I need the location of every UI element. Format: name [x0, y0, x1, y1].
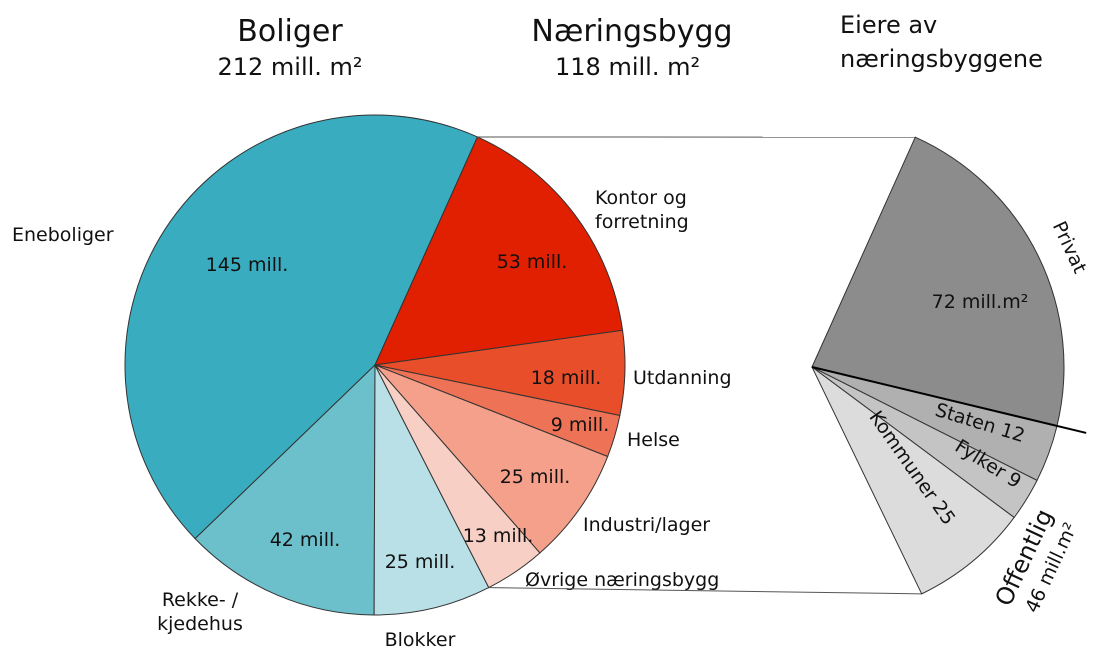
pie-slice [374, 136, 624, 366]
secondary-slice [811, 366, 1015, 595]
secondary-title: Eiere av næringsbyggene [840, 11, 1043, 73]
group-title: Boliger [237, 14, 343, 49]
category-label: Privat [1048, 218, 1091, 277]
category-label: Kontor og forretning [595, 187, 689, 233]
value-label: 42 mill. [270, 529, 341, 551]
value-label: 145 mill. [206, 254, 289, 276]
secondary-slice [811, 136, 1065, 427]
group-title: Næringsbygg [531, 14, 732, 49]
category-label: Utdanning [633, 367, 732, 389]
value-label: 25 mill. [500, 466, 571, 488]
group-divider [811, 366, 1087, 434]
pie-slice [373, 364, 490, 616]
category-label: Øvrige næringsbygg [525, 569, 719, 591]
category-label: Helse [627, 429, 680, 451]
value-label: 72 mill.m² [932, 291, 1029, 313]
value-label: 53 mill. [497, 251, 568, 273]
category-label: Industri/lager [583, 514, 710, 536]
value-label: 18 mill. [531, 367, 602, 389]
group-total: 212 mill. m² [217, 53, 362, 81]
pie-slice [124, 114, 479, 540]
group-total: 118 mill. m² [555, 53, 700, 81]
pie-slice [194, 363, 376, 616]
category-label: Eneboliger [12, 224, 114, 246]
category-label: Rekke- / kjedehus [157, 589, 243, 635]
pie-slice [374, 364, 609, 554]
category-label: Blokker [385, 629, 456, 651]
connector [488, 587, 922, 595]
value-label: 9 mill. [551, 414, 610, 436]
value-label: 13 mill. [463, 525, 534, 547]
label-group: Privat [1048, 218, 1091, 277]
value-label: 25 mill. [385, 551, 456, 573]
